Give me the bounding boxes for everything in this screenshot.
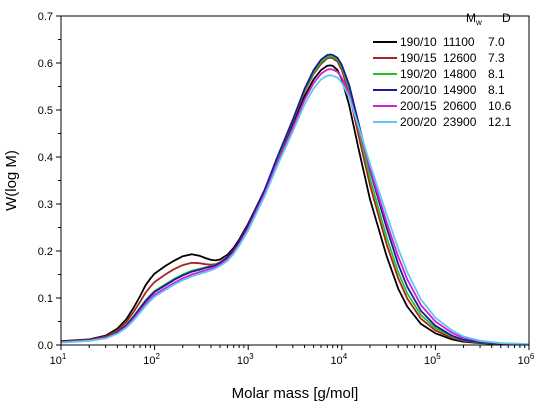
- x-tick-base: 10: [143, 355, 155, 367]
- x-axis: 101 102 103 104 105 106: [50, 345, 535, 367]
- legend-header-mw-sub: w: [475, 18, 482, 27]
- x-tick-base: 10: [237, 355, 249, 367]
- x-tick-exp: 2: [155, 352, 160, 361]
- y-axis: 0.0 0.1 0.2 0.3 0.4 0.5 0.6 0.7: [38, 11, 61, 352]
- legend-d-2: 8.1: [488, 67, 505, 81]
- legend-mw-4: 20600: [443, 99, 477, 113]
- series-line-5: [60, 74, 530, 345]
- legend-name-5: 200/20: [400, 115, 437, 129]
- x-axis-label: Molar mass [g/mol]: [232, 385, 359, 402]
- plot-lines: [60, 53, 530, 346]
- plot-frame: [60, 15, 530, 346]
- x-tick-label: 105: [424, 352, 441, 367]
- x-tick-exp: 6: [530, 352, 535, 361]
- legend-d-0: 7.0: [488, 35, 505, 49]
- y-tick-label: 0.1: [38, 293, 53, 305]
- legend-name-2: 190/20: [400, 67, 437, 81]
- legend-header-d: D: [502, 11, 511, 25]
- x-tick-label: 106: [518, 352, 535, 367]
- legend-d-1: 7.3: [488, 51, 505, 65]
- legend: Mw D 190/10 11100 7.0 190/15 12600 7.3 190/20 1…: [373, 11, 512, 129]
- legend-name-0: 190/10: [400, 35, 437, 49]
- x-tick-base: 10: [518, 355, 530, 367]
- series-line-3: [60, 53, 530, 346]
- x-tick-label: 102: [143, 352, 160, 367]
- legend-name-1: 190/15: [400, 51, 437, 65]
- x-tick-exp: 1: [62, 352, 67, 361]
- legend-d-4: 10.6: [488, 99, 512, 113]
- x-tick-label: 103: [237, 352, 254, 367]
- y-tick-label: 0.0: [38, 340, 53, 352]
- y-axis-label: W(log M): [3, 150, 20, 211]
- x-tick-exp: 3: [249, 352, 254, 361]
- legend-mw-5: 23900: [443, 115, 477, 129]
- y-tick-label: 0.2: [38, 246, 53, 258]
- y-tick-label: 0.6: [38, 58, 53, 70]
- legend-name-3: 200/10: [400, 83, 437, 97]
- legend-mw-3: 14900: [443, 83, 477, 97]
- legend-name-4: 200/15: [400, 99, 437, 113]
- legend-d-5: 12.1: [488, 115, 512, 129]
- x-tick-base: 10: [330, 355, 342, 367]
- x-tick-base: 10: [424, 355, 436, 367]
- x-tick-exp: 5: [436, 352, 441, 361]
- y-tick-label: 0.4: [38, 152, 53, 164]
- y-tick-label: 0.7: [38, 11, 53, 23]
- legend-header-mw-base: M: [466, 11, 476, 25]
- legend-mw-0: 11100: [443, 35, 475, 49]
- y-tick-label: 0.5: [38, 105, 53, 117]
- y-tick-label: 0.3: [38, 199, 53, 211]
- x-tick-label: 104: [330, 352, 347, 367]
- legend-mw-1: 12600: [443, 51, 477, 65]
- x-tick-exp: 4: [343, 352, 348, 361]
- legend-mw-2: 14800: [443, 67, 477, 81]
- x-tick-base: 10: [50, 355, 62, 367]
- x-tick-label: 101: [50, 352, 67, 367]
- legend-d-3: 8.1: [488, 83, 505, 97]
- legend-header-mw: Mw: [466, 11, 482, 27]
